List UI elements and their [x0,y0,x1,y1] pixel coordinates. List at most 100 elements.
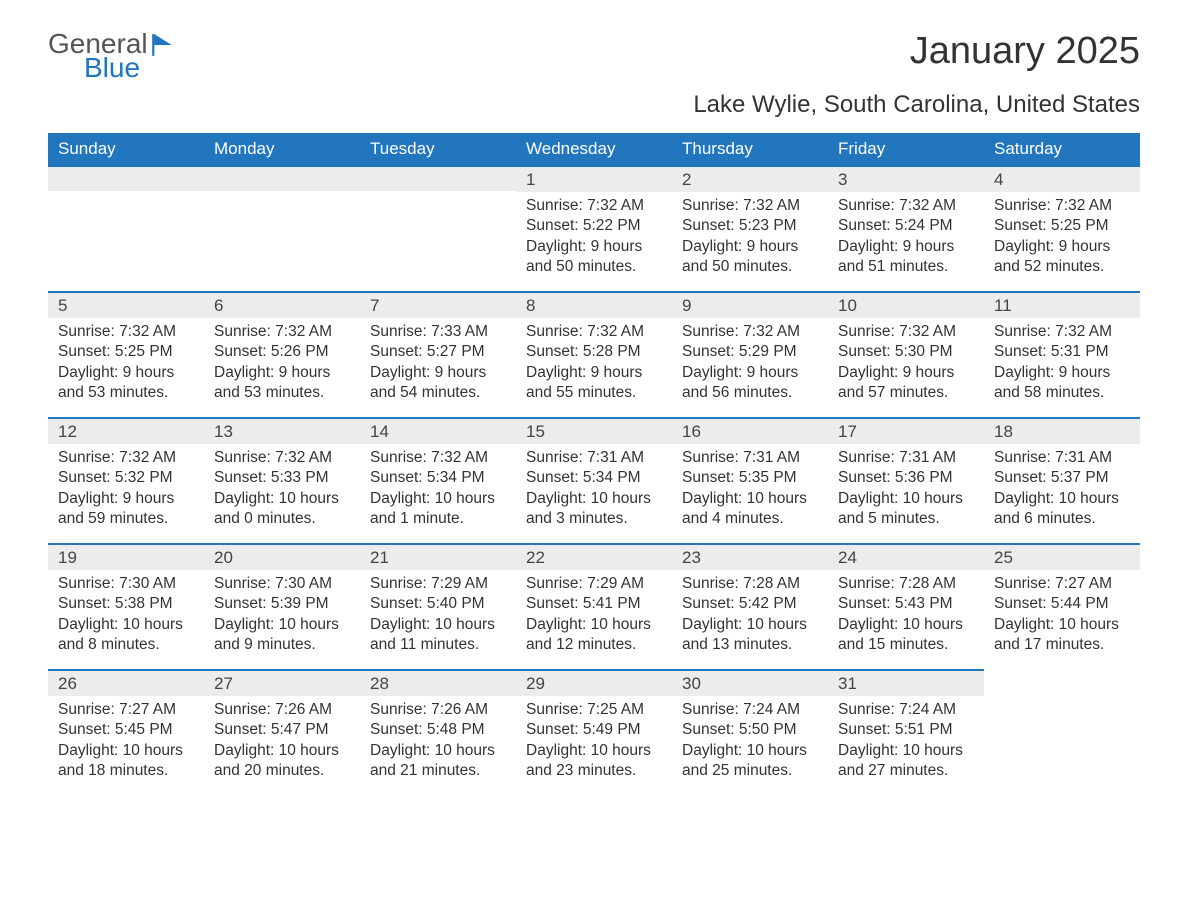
sunrise-text: Sunrise: 7:28 AM [682,574,818,594]
calendar-day-cell: 13Sunrise: 7:32 AMSunset: 5:33 PMDayligh… [204,417,360,543]
sunrise-text: Sunrise: 7:32 AM [214,448,350,468]
day-content: Sunrise: 7:31 AMSunset: 5:34 PMDaylight:… [516,444,672,536]
day-content: Sunrise: 7:32 AMSunset: 5:29 PMDaylight:… [672,318,828,410]
day-number: 16 [672,417,828,444]
calendar-day-cell [204,165,360,291]
day-content: Sunrise: 7:31 AMSunset: 5:35 PMDaylight:… [672,444,828,536]
calendar-day-cell: 3Sunrise: 7:32 AMSunset: 5:24 PMDaylight… [828,165,984,291]
daylight-text: Daylight: 10 hours and 5 minutes. [838,489,974,530]
calendar-day-cell: 5Sunrise: 7:32 AMSunset: 5:25 PMDaylight… [48,291,204,417]
sunset-text: Sunset: 5:50 PM [682,720,818,740]
calendar-day-cell: 6Sunrise: 7:32 AMSunset: 5:26 PMDaylight… [204,291,360,417]
day-number: 11 [984,291,1140,318]
calendar-day-cell: 27Sunrise: 7:26 AMSunset: 5:47 PMDayligh… [204,669,360,795]
sunset-text: Sunset: 5:32 PM [58,468,194,488]
sunset-text: Sunset: 5:34 PM [370,468,506,488]
daylight-text: Daylight: 10 hours and 9 minutes. [214,615,350,656]
day-number: 13 [204,417,360,444]
day-number: 25 [984,543,1140,570]
sunrise-text: Sunrise: 7:31 AM [526,448,662,468]
sunset-text: Sunset: 5:23 PM [682,216,818,236]
sunrise-text: Sunrise: 7:32 AM [838,322,974,342]
daylight-text: Daylight: 9 hours and 50 minutes. [526,237,662,278]
sunset-text: Sunset: 5:38 PM [58,594,194,614]
title-block: January 2025 Lake Wylie, South Carolina,… [693,30,1140,119]
day-number: 30 [672,669,828,696]
calendar-day-cell: 20Sunrise: 7:30 AMSunset: 5:39 PMDayligh… [204,543,360,669]
calendar-day-cell: 16Sunrise: 7:31 AMSunset: 5:35 PMDayligh… [672,417,828,543]
sunset-text: Sunset: 5:37 PM [994,468,1130,488]
sunrise-text: Sunrise: 7:32 AM [682,196,818,216]
sunset-text: Sunset: 5:39 PM [214,594,350,614]
day-content: Sunrise: 7:31 AMSunset: 5:37 PMDaylight:… [984,444,1140,536]
sunrise-text: Sunrise: 7:32 AM [526,196,662,216]
day-number: 6 [204,291,360,318]
calendar-day-cell: 19Sunrise: 7:30 AMSunset: 5:38 PMDayligh… [48,543,204,669]
calendar-week-row: 1Sunrise: 7:32 AMSunset: 5:22 PMDaylight… [48,165,1140,291]
daylight-text: Daylight: 10 hours and 6 minutes. [994,489,1130,530]
day-content: Sunrise: 7:32 AMSunset: 5:22 PMDaylight:… [516,192,672,284]
sunset-text: Sunset: 5:40 PM [370,594,506,614]
sunset-text: Sunset: 5:41 PM [526,594,662,614]
daylight-text: Daylight: 10 hours and 13 minutes. [682,615,818,656]
day-content: Sunrise: 7:28 AMSunset: 5:43 PMDaylight:… [828,570,984,662]
day-number: 2 [672,165,828,192]
sunrise-text: Sunrise: 7:32 AM [994,322,1130,342]
calendar-table: Sunday Monday Tuesday Wednesday Thursday… [48,133,1140,795]
sunrise-text: Sunrise: 7:24 AM [682,700,818,720]
weekday-header: Thursday [672,133,828,165]
calendar-day-cell: 28Sunrise: 7:26 AMSunset: 5:48 PMDayligh… [360,669,516,795]
daylight-text: Daylight: 9 hours and 55 minutes. [526,363,662,404]
calendar-week-row: 26Sunrise: 7:27 AMSunset: 5:45 PMDayligh… [48,669,1140,795]
daylight-text: Daylight: 10 hours and 17 minutes. [994,615,1130,656]
sunset-text: Sunset: 5:22 PM [526,216,662,236]
day-number: 9 [672,291,828,318]
day-content: Sunrise: 7:25 AMSunset: 5:49 PMDaylight:… [516,696,672,788]
day-content: Sunrise: 7:32 AMSunset: 5:24 PMDaylight:… [828,192,984,284]
day-content: Sunrise: 7:32 AMSunset: 5:30 PMDaylight:… [828,318,984,410]
sunrise-text: Sunrise: 7:32 AM [526,322,662,342]
sunrise-text: Sunrise: 7:32 AM [58,322,194,342]
day-content: Sunrise: 7:32 AMSunset: 5:32 PMDaylight:… [48,444,204,536]
day-content: Sunrise: 7:32 AMSunset: 5:26 PMDaylight:… [204,318,360,410]
calendar-day-cell: 17Sunrise: 7:31 AMSunset: 5:36 PMDayligh… [828,417,984,543]
day-content: Sunrise: 7:32 AMSunset: 5:33 PMDaylight:… [204,444,360,536]
calendar-day-cell: 30Sunrise: 7:24 AMSunset: 5:50 PMDayligh… [672,669,828,795]
day-number: 23 [672,543,828,570]
empty-day-header [48,165,204,191]
day-number: 31 [828,669,984,696]
calendar-day-cell: 22Sunrise: 7:29 AMSunset: 5:41 PMDayligh… [516,543,672,669]
daylight-text: Daylight: 10 hours and 4 minutes. [682,489,818,530]
logo: General Blue [48,30,176,82]
daylight-text: Daylight: 10 hours and 11 minutes. [370,615,506,656]
sunrise-text: Sunrise: 7:29 AM [526,574,662,594]
calendar-day-cell: 14Sunrise: 7:32 AMSunset: 5:34 PMDayligh… [360,417,516,543]
calendar-day-cell: 1Sunrise: 7:32 AMSunset: 5:22 PMDaylight… [516,165,672,291]
sunset-text: Sunset: 5:33 PM [214,468,350,488]
daylight-text: Daylight: 10 hours and 18 minutes. [58,741,194,782]
sunrise-text: Sunrise: 7:32 AM [838,196,974,216]
calendar-day-cell: 8Sunrise: 7:32 AMSunset: 5:28 PMDaylight… [516,291,672,417]
sunrise-text: Sunrise: 7:31 AM [682,448,818,468]
day-number: 1 [516,165,672,192]
day-number: 7 [360,291,516,318]
calendar-day-cell: 26Sunrise: 7:27 AMSunset: 5:45 PMDayligh… [48,669,204,795]
day-content: Sunrise: 7:26 AMSunset: 5:47 PMDaylight:… [204,696,360,788]
empty-day-header [204,165,360,191]
daylight-text: Daylight: 9 hours and 51 minutes. [838,237,974,278]
calendar-day-cell [360,165,516,291]
empty-day-header [360,165,516,191]
calendar-day-cell: 21Sunrise: 7:29 AMSunset: 5:40 PMDayligh… [360,543,516,669]
weekday-header: Tuesday [360,133,516,165]
sunrise-text: Sunrise: 7:31 AM [838,448,974,468]
calendar-week-row: 5Sunrise: 7:32 AMSunset: 5:25 PMDaylight… [48,291,1140,417]
sunrise-text: Sunrise: 7:32 AM [682,322,818,342]
sunset-text: Sunset: 5:25 PM [58,342,194,362]
weekday-header: Saturday [984,133,1140,165]
sunset-text: Sunset: 5:44 PM [994,594,1130,614]
month-title: January 2025 [693,30,1140,73]
daylight-text: Daylight: 10 hours and 3 minutes. [526,489,662,530]
calendar-week-row: 19Sunrise: 7:30 AMSunset: 5:38 PMDayligh… [48,543,1140,669]
day-number: 26 [48,669,204,696]
calendar-day-cell: 18Sunrise: 7:31 AMSunset: 5:37 PMDayligh… [984,417,1140,543]
